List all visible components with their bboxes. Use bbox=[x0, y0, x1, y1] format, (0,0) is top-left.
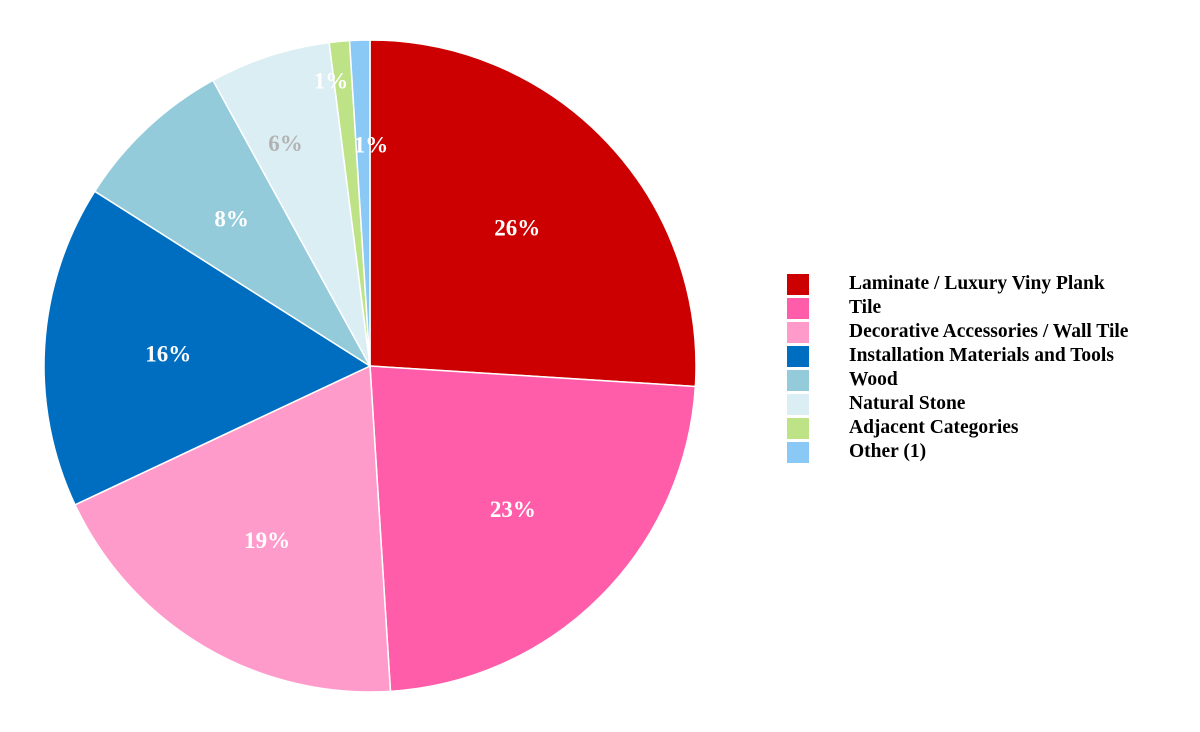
legend-label: Laminate / Luxury Viny Plank bbox=[849, 273, 1105, 294]
pie-data-label-2: 23% bbox=[490, 497, 536, 522]
legend-item-4: Installation Materials and Tools bbox=[787, 344, 1197, 368]
legend-swatch bbox=[787, 297, 809, 319]
pie-data-label-4: 16% bbox=[145, 341, 191, 366]
legend-label: Other (1) bbox=[849, 441, 927, 462]
pie-slice-5 bbox=[93, 79, 371, 367]
legend-swatch bbox=[787, 369, 809, 391]
legend-swatch bbox=[787, 321, 809, 343]
pie-data-label-8: 1% bbox=[354, 132, 389, 157]
legend-label: Installation Materials and Tools bbox=[849, 345, 1114, 366]
chart-legend: Laminate / Luxury Viny Plank Tile Decorati… bbox=[787, 272, 1197, 464]
legend-swatch bbox=[787, 345, 809, 367]
pie-slice-4 bbox=[43, 190, 372, 506]
pie-data-label-5: 8% bbox=[214, 207, 249, 232]
legend-label: Tile bbox=[849, 297, 882, 318]
pie-data-label-6: 6% bbox=[268, 131, 303, 156]
legend-item-8: Other (1) bbox=[787, 440, 1197, 464]
pie-data-label-7: 1% bbox=[314, 68, 349, 93]
pie-data-label-1: 26% bbox=[494, 216, 540, 241]
legend-label: Wood bbox=[849, 369, 898, 390]
legend-item-7: Adjacent Categories bbox=[787, 416, 1197, 440]
pie-slice-6 bbox=[211, 41, 371, 367]
pie-data-label-3: 19% bbox=[244, 528, 290, 553]
legend-item-5: Wood bbox=[787, 368, 1197, 392]
legend-swatch bbox=[787, 417, 809, 439]
pie-slice-3 bbox=[74, 364, 392, 693]
pie-data-labels: 26% 23% 19% 16% 8% 6% 1% 1% bbox=[145, 68, 540, 553]
legend-label: Natural Stone bbox=[849, 393, 966, 414]
pie-slice-8 bbox=[348, 39, 371, 367]
legend-item-6: Natural Stone bbox=[787, 392, 1197, 416]
pie-slice-2 bbox=[369, 365, 697, 693]
legend-item-2: Tile bbox=[787, 296, 1197, 320]
legend-swatch bbox=[787, 441, 809, 463]
pie-slice-1 bbox=[369, 39, 697, 388]
pie-slices bbox=[43, 39, 697, 693]
legend-label: Adjacent Categories bbox=[849, 417, 1019, 438]
legend-swatch bbox=[787, 393, 809, 415]
legend-label: Decorative Accessories / Wall Tile bbox=[849, 321, 1129, 342]
legend-item-1: Laminate / Luxury Viny Plank bbox=[787, 272, 1197, 296]
legend-swatch bbox=[787, 273, 809, 295]
legend-item-3: Decorative Accessories / Wall Tile bbox=[787, 320, 1197, 344]
